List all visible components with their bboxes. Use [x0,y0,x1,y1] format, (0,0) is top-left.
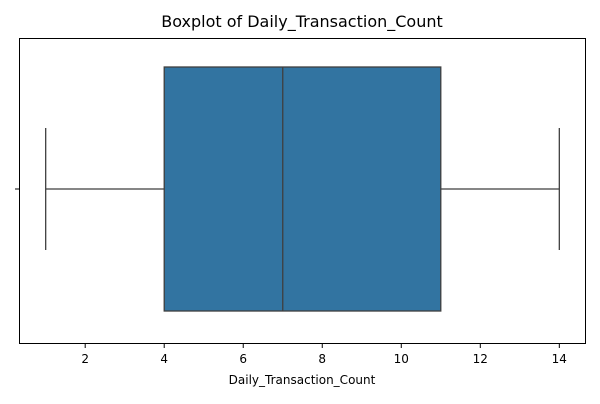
x-axis-ticks: 2 4 6 8 10 12 14 [81,343,567,366]
x-tick-label: 4 [160,352,168,366]
x-tick-label: 10 [394,352,409,366]
x-tick-label: 8 [318,352,326,366]
x-axis-label: Daily_Transaction_Count [229,373,376,387]
x-tick-label: 2 [81,352,89,366]
plot-area [45,66,560,312]
box-iqr [163,66,442,312]
plot-frame [19,38,586,344]
x-tick-label: 12 [473,352,488,366]
chart-title: Boxplot of Daily_Transaction_Count [161,12,443,32]
x-tick-label: 6 [239,352,247,366]
x-tick-label: 14 [552,352,567,366]
